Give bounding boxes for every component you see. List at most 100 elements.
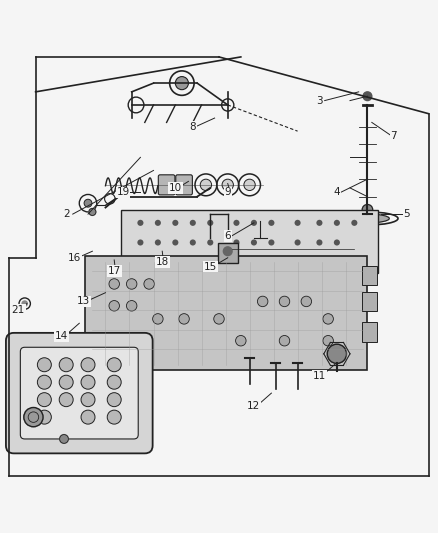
Circle shape — [190, 220, 196, 226]
Circle shape — [172, 239, 178, 246]
FancyBboxPatch shape — [85, 256, 367, 370]
Circle shape — [233, 259, 240, 265]
Text: 3: 3 — [316, 95, 323, 106]
Circle shape — [81, 393, 95, 407]
Circle shape — [175, 77, 188, 90]
Circle shape — [59, 358, 73, 372]
Circle shape — [363, 92, 372, 101]
Circle shape — [84, 199, 92, 207]
Circle shape — [279, 296, 290, 306]
Circle shape — [81, 375, 95, 389]
Text: 9: 9 — [224, 187, 231, 197]
Text: 5: 5 — [403, 209, 410, 219]
Circle shape — [233, 239, 240, 246]
Circle shape — [244, 179, 255, 190]
FancyBboxPatch shape — [121, 210, 378, 273]
Circle shape — [294, 259, 300, 265]
Circle shape — [251, 259, 257, 265]
Circle shape — [301, 296, 311, 306]
Circle shape — [179, 313, 189, 324]
Circle shape — [127, 279, 137, 289]
Circle shape — [155, 220, 161, 226]
Circle shape — [316, 259, 322, 265]
Circle shape — [362, 205, 373, 215]
FancyBboxPatch shape — [362, 265, 377, 285]
Text: 8: 8 — [190, 122, 196, 132]
Circle shape — [144, 279, 154, 289]
Circle shape — [268, 259, 275, 265]
Circle shape — [37, 393, 51, 407]
Circle shape — [214, 313, 224, 324]
FancyBboxPatch shape — [362, 292, 377, 311]
Text: 13: 13 — [77, 296, 90, 306]
Circle shape — [138, 239, 144, 246]
Text: 15: 15 — [204, 262, 217, 271]
Circle shape — [200, 179, 212, 190]
Circle shape — [81, 358, 95, 372]
Circle shape — [138, 259, 144, 265]
Circle shape — [107, 358, 121, 372]
Circle shape — [222, 179, 233, 190]
Circle shape — [127, 301, 137, 311]
FancyBboxPatch shape — [218, 244, 238, 263]
Circle shape — [107, 375, 121, 389]
FancyBboxPatch shape — [176, 175, 192, 195]
Circle shape — [107, 393, 121, 407]
Circle shape — [251, 220, 257, 226]
Circle shape — [223, 247, 232, 256]
Circle shape — [37, 410, 51, 424]
Circle shape — [190, 259, 196, 265]
Circle shape — [268, 220, 275, 226]
Circle shape — [138, 220, 144, 226]
Text: 12: 12 — [247, 401, 261, 411]
Circle shape — [155, 239, 161, 246]
Circle shape — [294, 220, 300, 226]
Text: 2: 2 — [63, 209, 70, 219]
FancyBboxPatch shape — [20, 348, 138, 439]
Ellipse shape — [346, 214, 389, 223]
Circle shape — [81, 410, 95, 424]
Circle shape — [334, 239, 340, 246]
Circle shape — [89, 208, 96, 215]
FancyBboxPatch shape — [158, 175, 175, 195]
Text: 14: 14 — [55, 332, 68, 341]
Text: 17: 17 — [108, 266, 121, 276]
Circle shape — [207, 259, 213, 265]
Circle shape — [59, 375, 73, 389]
Circle shape — [323, 335, 333, 346]
Text: 19: 19 — [117, 187, 130, 197]
Text: 16: 16 — [68, 253, 81, 263]
Text: 7: 7 — [390, 131, 397, 141]
Circle shape — [107, 410, 121, 424]
Circle shape — [323, 313, 333, 324]
Circle shape — [278, 232, 291, 246]
Circle shape — [256, 212, 265, 221]
Circle shape — [109, 301, 120, 311]
Circle shape — [37, 358, 51, 372]
Text: 4: 4 — [334, 187, 340, 197]
Text: 11: 11 — [313, 370, 326, 381]
Circle shape — [334, 259, 340, 265]
Circle shape — [59, 393, 73, 407]
Circle shape — [312, 232, 326, 246]
Text: 21: 21 — [11, 305, 25, 315]
Circle shape — [109, 279, 120, 289]
Circle shape — [327, 344, 346, 364]
Circle shape — [22, 301, 27, 306]
Circle shape — [172, 220, 178, 226]
Circle shape — [258, 296, 268, 306]
Circle shape — [60, 434, 68, 443]
Circle shape — [294, 239, 300, 246]
Circle shape — [334, 220, 340, 226]
Circle shape — [152, 313, 163, 324]
Circle shape — [236, 335, 246, 346]
Circle shape — [207, 239, 213, 246]
Text: 6: 6 — [224, 231, 231, 241]
Circle shape — [24, 408, 43, 427]
Circle shape — [351, 259, 357, 265]
Circle shape — [251, 232, 265, 246]
Text: 10: 10 — [169, 183, 182, 193]
Circle shape — [207, 220, 213, 226]
Circle shape — [316, 220, 322, 226]
FancyBboxPatch shape — [362, 322, 377, 342]
